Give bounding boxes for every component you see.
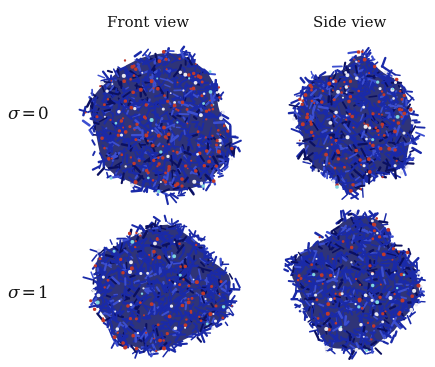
row-label-sigma-1: σ = 1 (8, 283, 49, 303)
molecule-render-front-sigma-1 (82, 214, 241, 359)
side-view-header: Side view (313, 13, 387, 31)
front-view-header: Front view (107, 13, 190, 31)
molecule-render-side-sigma-1 (283, 209, 426, 361)
row-label-sigma-0: σ = 0 (8, 104, 49, 124)
molecule-render-front-sigma-0 (78, 45, 242, 206)
molecule-render-side-sigma-0 (287, 46, 426, 200)
